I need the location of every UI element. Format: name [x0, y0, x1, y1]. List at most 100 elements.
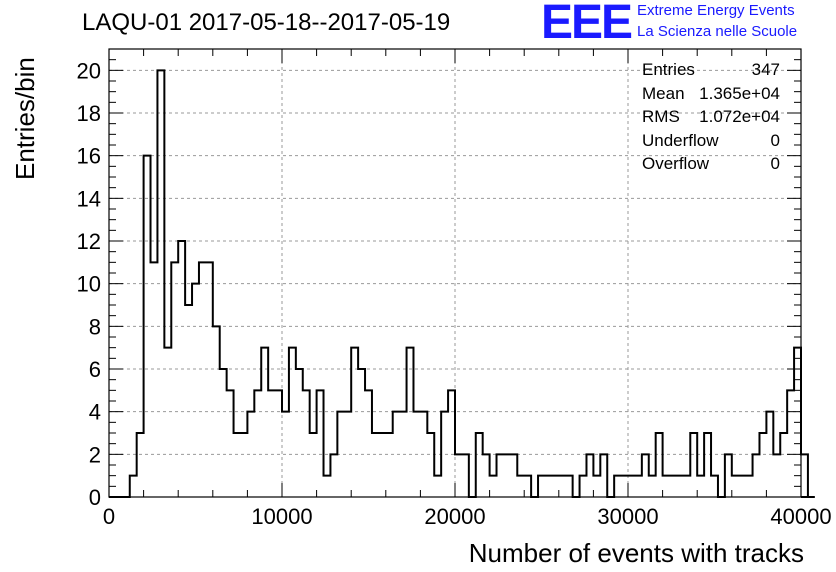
stats-value: 1.072e+04 — [699, 107, 780, 126]
histogram-bin — [628, 476, 635, 497]
histogram-bin — [441, 412, 448, 497]
stats-key: RMS — [642, 107, 680, 126]
histogram-bin — [476, 433, 483, 497]
histogram-bin — [759, 433, 766, 497]
histogram-bin — [448, 390, 455, 497]
stats-key: Entries — [642, 60, 695, 79]
histogram-bin — [365, 390, 372, 497]
tick-marks — [108, 48, 802, 498]
histogram-bin — [753, 454, 760, 497]
histogram-bin — [566, 476, 573, 497]
histogram-bin — [683, 476, 690, 497]
histogram-bin — [151, 262, 158, 497]
histogram-bin — [649, 476, 656, 497]
histogram-bin — [524, 476, 531, 497]
histogram-bin — [739, 476, 746, 497]
histogram-outline — [109, 69, 815, 498]
histogram-bin — [663, 476, 670, 497]
histogram-bin — [621, 476, 628, 497]
histogram-bin — [497, 454, 504, 497]
histogram-bin — [240, 433, 247, 497]
histogram-bin — [600, 454, 607, 497]
histogram-bin — [455, 454, 462, 497]
histogram-bin — [732, 476, 739, 497]
stats-value: 0 — [770, 154, 780, 173]
histogram-bin — [130, 476, 137, 497]
histogram-bin — [586, 454, 593, 497]
stats-value: 0 — [770, 130, 780, 150]
histogram-bin — [690, 433, 697, 497]
y-tick-label: 4 — [89, 400, 101, 425]
histogram-bin — [746, 476, 753, 497]
histogram-bin — [164, 348, 171, 497]
histogram-bin — [330, 454, 337, 497]
histogram-bin — [413, 412, 420, 497]
logo-line-2: La Scienza nelle Scuole — [637, 23, 798, 40]
histogram-bin — [538, 476, 545, 497]
y-tick-label: 18 — [77, 101, 101, 126]
histogram-bin — [234, 433, 241, 497]
histogram-bin — [794, 348, 801, 497]
x-tick-label: 10000 — [251, 504, 312, 529]
histogram-bin — [227, 390, 234, 497]
chart-title: LAQU-01 2017-05-18--2017-05-19 — [82, 9, 451, 36]
y-tick-label: 16 — [77, 144, 101, 169]
histogram-bin — [656, 433, 663, 497]
stats-row-entries: Entries 347 — [642, 60, 780, 84]
histogram-bin — [372, 433, 379, 497]
histogram-bin — [766, 412, 773, 497]
histogram-bin — [344, 412, 351, 497]
stats-row-underflow: Underflow 0 — [642, 131, 780, 155]
histogram-bin — [545, 476, 552, 497]
x-tick-label: 40000 — [770, 504, 831, 529]
histogram-bin — [324, 476, 331, 497]
y-tick-label: 6 — [89, 357, 101, 382]
y-tick-label: 10 — [77, 272, 101, 297]
histogram-bin — [358, 369, 365, 497]
histogram-bin — [157, 70, 164, 497]
histogram-bin — [642, 454, 649, 497]
histogram-bin — [137, 433, 144, 497]
histogram-bin — [192, 284, 199, 497]
histogram-bin — [400, 412, 407, 497]
stats-value: 347 — [751, 60, 780, 79]
y-tick-label: 20 — [77, 58, 101, 83]
histogram-bin — [337, 412, 344, 497]
histogram-bin — [247, 412, 254, 497]
histogram-bin — [670, 476, 677, 497]
y-tick-label: 8 — [89, 314, 101, 339]
histogram-bin — [427, 433, 434, 497]
histogram-bin — [379, 433, 386, 497]
histogram-bin — [510, 454, 517, 497]
histogram-bin — [483, 454, 490, 497]
x-tick-label: 20000 — [424, 504, 485, 529]
x-tick-label: 30000 — [597, 504, 658, 529]
histogram-bin — [780, 433, 787, 497]
histogram-bin — [144, 156, 151, 497]
histogram-bin — [282, 412, 289, 497]
y-tick-label: 2 — [89, 442, 101, 467]
histogram-bin — [559, 476, 566, 497]
y-tick-label: 12 — [77, 229, 101, 254]
histogram-bin — [503, 454, 510, 497]
histogram-bin — [310, 433, 317, 497]
histogram-bin — [704, 433, 711, 497]
histogram-bin — [407, 348, 414, 497]
x-tick-label: 0 — [103, 504, 115, 529]
stats-key: Underflow — [642, 130, 719, 150]
y-tick-label: 14 — [77, 186, 101, 211]
histogram-bin — [773, 454, 780, 497]
histogram-bin — [220, 369, 227, 497]
histogram-bin — [462, 454, 469, 497]
histogram-bin — [580, 476, 587, 497]
histogram-bin — [593, 476, 600, 497]
histogram-bin — [303, 390, 310, 497]
histogram-bin — [725, 454, 732, 497]
y-axis-label: Entries/bin — [10, 57, 40, 180]
stats-row-overflow: Overflow 0 — [642, 154, 780, 178]
histogram-bin — [317, 390, 324, 497]
histogram-bin — [268, 390, 275, 497]
stats-row-mean: Mean 1.365e+04 — [642, 84, 780, 108]
histogram-bin — [517, 476, 524, 497]
